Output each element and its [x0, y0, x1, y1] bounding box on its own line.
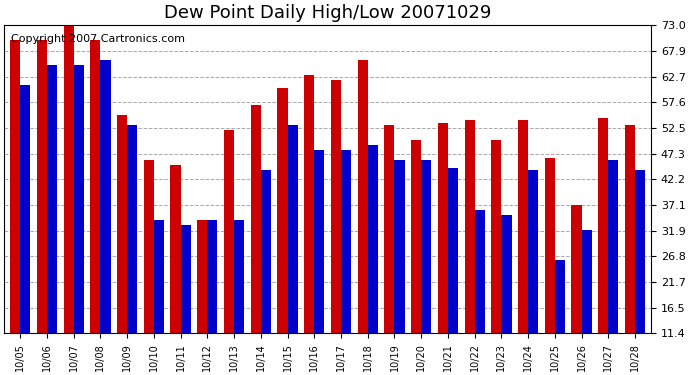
- Bar: [10, 40, 20, 375]
- Bar: [464, 120, 475, 375]
- Bar: [544, 158, 555, 375]
- Bar: [384, 125, 395, 375]
- Bar: [502, 215, 511, 375]
- Bar: [304, 75, 314, 375]
- Bar: [74, 65, 83, 375]
- Bar: [101, 60, 110, 375]
- Bar: [528, 170, 538, 375]
- Bar: [421, 160, 431, 375]
- Bar: [127, 125, 137, 375]
- Bar: [90, 40, 101, 375]
- Bar: [117, 115, 127, 375]
- Bar: [144, 160, 154, 375]
- Bar: [448, 168, 458, 375]
- Bar: [288, 125, 297, 375]
- Bar: [250, 105, 261, 375]
- Bar: [234, 220, 244, 375]
- Title: Dew Point Daily High/Low 20071029: Dew Point Daily High/Low 20071029: [164, 4, 491, 22]
- Text: Copyright 2007 Cartronics.com: Copyright 2007 Cartronics.com: [10, 34, 185, 44]
- Bar: [181, 225, 190, 375]
- Bar: [47, 65, 57, 375]
- Bar: [582, 230, 592, 375]
- Bar: [341, 150, 351, 375]
- Bar: [170, 165, 181, 375]
- Bar: [207, 220, 217, 375]
- Bar: [437, 123, 448, 375]
- Bar: [357, 60, 368, 375]
- Bar: [37, 40, 47, 375]
- Bar: [368, 145, 378, 375]
- Bar: [314, 150, 324, 375]
- Bar: [197, 220, 207, 375]
- Bar: [609, 160, 618, 375]
- Bar: [625, 125, 635, 375]
- Bar: [571, 205, 582, 375]
- Bar: [518, 120, 528, 375]
- Bar: [224, 130, 234, 375]
- Bar: [20, 85, 30, 375]
- Bar: [154, 220, 164, 375]
- Bar: [261, 170, 271, 375]
- Bar: [635, 170, 645, 375]
- Bar: [555, 260, 565, 375]
- Bar: [491, 140, 502, 375]
- Bar: [395, 160, 404, 375]
- Bar: [331, 80, 341, 375]
- Bar: [63, 20, 74, 375]
- Bar: [411, 140, 421, 375]
- Bar: [598, 118, 609, 375]
- Bar: [475, 210, 485, 375]
- Bar: [277, 88, 288, 375]
